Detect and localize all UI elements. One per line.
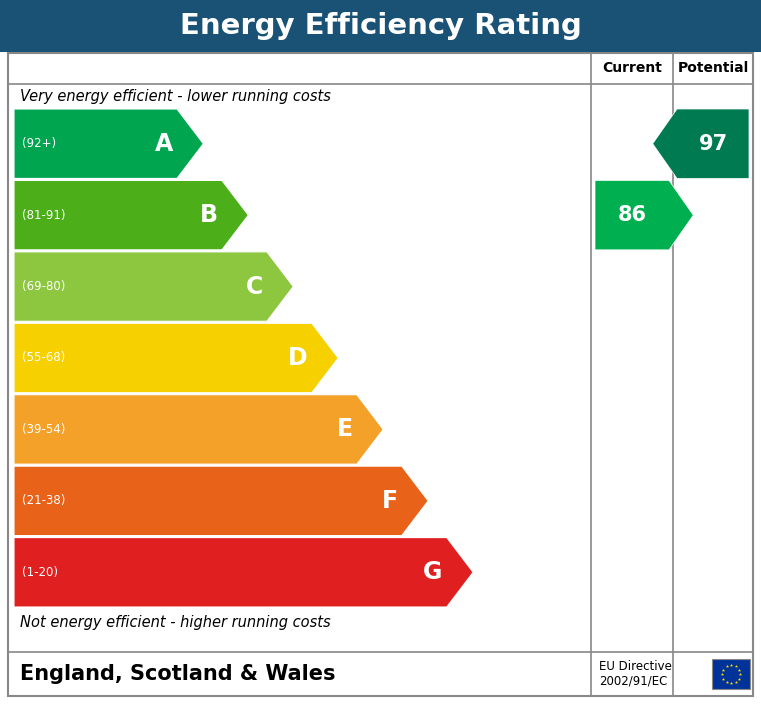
Polygon shape [14,109,203,178]
Polygon shape [14,252,293,321]
Text: D: D [288,346,308,370]
Polygon shape [14,538,473,607]
Text: EU Directive: EU Directive [599,660,672,674]
Text: Not energy efficient - higher running costs: Not energy efficient - higher running co… [20,615,330,629]
Text: (81-91): (81-91) [22,208,65,222]
Text: (1-20): (1-20) [22,566,58,579]
Polygon shape [14,395,384,464]
Polygon shape [595,180,693,250]
Text: A: A [154,132,173,156]
Text: (21-38): (21-38) [22,494,65,508]
Text: (92+): (92+) [22,137,56,150]
Text: 2002/91/EC: 2002/91/EC [599,674,667,688]
Text: B: B [200,203,218,227]
Polygon shape [14,466,428,536]
Polygon shape [653,109,749,178]
Bar [0,0,761,52]
Text: (55-68): (55-68) [22,351,65,365]
Text: (69-80): (69-80) [22,280,65,293]
Text: (39-54): (39-54) [22,423,65,436]
Text: G: G [423,560,443,584]
Polygon shape [14,323,338,393]
Text: Current: Current [602,61,662,75]
Text: England, Scotland & Wales: England, Scotland & Wales [20,664,336,684]
Text: E: E [336,417,353,441]
Text: 86: 86 [617,205,647,225]
Bar [712,659,750,689]
Polygon shape [14,180,248,250]
Text: 97: 97 [699,134,728,153]
Text: Very energy efficient - lower running costs: Very energy efficient - lower running co… [20,89,331,104]
Text: C: C [246,275,263,298]
Text: Potential: Potential [677,61,749,75]
Text: Energy Efficiency Rating: Energy Efficiency Rating [180,12,582,40]
Text: F: F [382,489,398,513]
